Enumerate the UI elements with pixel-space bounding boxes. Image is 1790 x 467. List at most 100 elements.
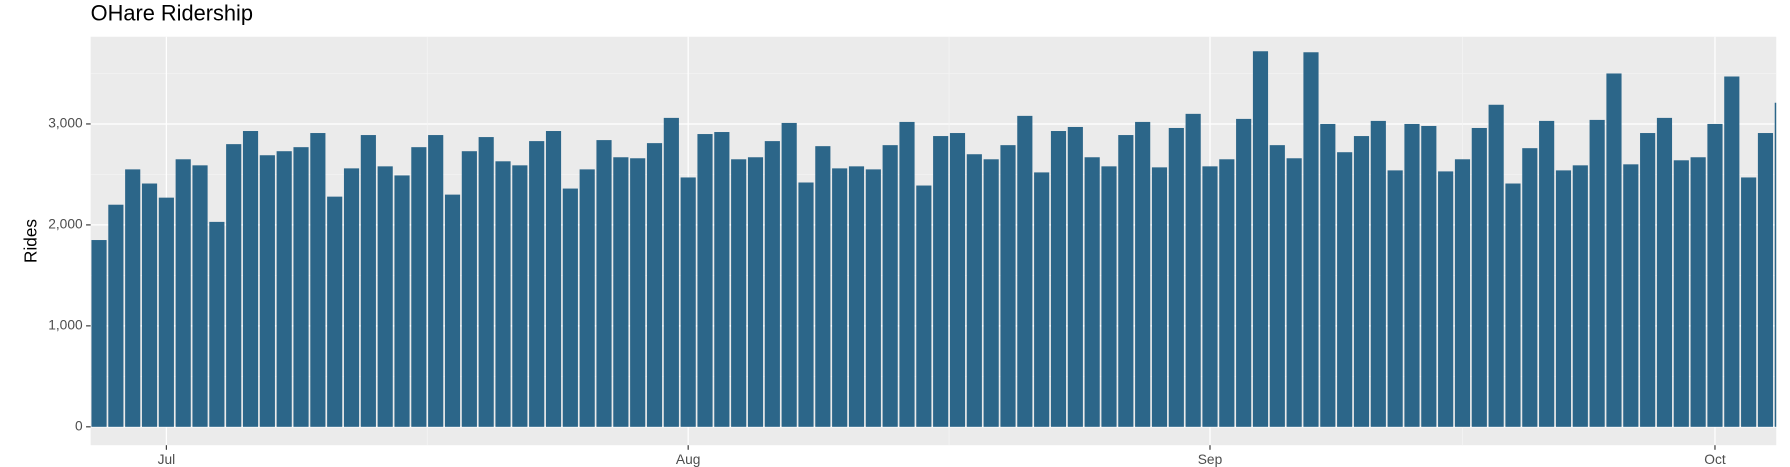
bar bbox=[1286, 158, 1302, 427]
bar bbox=[646, 143, 663, 427]
bar bbox=[613, 157, 629, 427]
bar bbox=[529, 141, 545, 427]
bar bbox=[983, 159, 999, 427]
bar bbox=[815, 146, 831, 427]
bar bbox=[697, 134, 713, 427]
bar bbox=[1252, 51, 1269, 427]
bar bbox=[1202, 166, 1218, 427]
bar bbox=[1067, 126, 1083, 427]
bar bbox=[680, 177, 696, 427]
bar bbox=[562, 188, 578, 427]
bar bbox=[360, 135, 376, 427]
bar bbox=[108, 204, 124, 427]
bar bbox=[916, 185, 932, 427]
bar bbox=[1101, 166, 1117, 427]
bar bbox=[1017, 115, 1033, 427]
bar bbox=[1050, 131, 1067, 427]
bar bbox=[899, 121, 915, 427]
bar bbox=[1673, 160, 1689, 427]
bar bbox=[865, 169, 881, 427]
bar bbox=[343, 168, 360, 427]
bar bbox=[91, 240, 107, 427]
axes: 0 1,000 2,000 3,000 Jul Aug Sep Oct bbox=[48, 116, 1726, 467]
bar bbox=[1387, 170, 1403, 427]
bar bbox=[1421, 125, 1437, 427]
bar bbox=[1000, 145, 1016, 427]
bar bbox=[1656, 117, 1673, 427]
bar bbox=[1034, 172, 1050, 427]
bar bbox=[1774, 102, 1777, 427]
bar bbox=[293, 147, 309, 427]
bar bbox=[1572, 165, 1588, 427]
bar bbox=[545, 131, 562, 427]
bar bbox=[1640, 133, 1656, 427]
bar bbox=[1135, 121, 1151, 427]
bar bbox=[1505, 183, 1521, 427]
bar bbox=[226, 144, 242, 427]
bar bbox=[1337, 152, 1353, 427]
bar bbox=[411, 147, 427, 427]
bar bbox=[1471, 127, 1487, 427]
bar bbox=[327, 196, 343, 427]
bars bbox=[91, 51, 1777, 427]
bar bbox=[933, 136, 949, 427]
bar bbox=[848, 166, 865, 427]
bar bbox=[377, 166, 393, 427]
bar bbox=[1438, 171, 1454, 427]
bar bbox=[1236, 118, 1252, 427]
bar bbox=[1690, 157, 1706, 427]
bar bbox=[832, 168, 848, 427]
bar bbox=[192, 165, 208, 427]
bar bbox=[714, 132, 730, 427]
bar bbox=[1555, 170, 1572, 427]
bar bbox=[596, 140, 612, 427]
bar bbox=[1370, 120, 1386, 427]
bar bbox=[882, 145, 898, 427]
x-tick-label: Sep bbox=[1198, 452, 1223, 467]
bar bbox=[1219, 159, 1235, 427]
y-tick-label: 3,000 bbox=[48, 116, 83, 131]
bar bbox=[1741, 177, 1757, 427]
y-axis-title: Rides bbox=[21, 219, 41, 263]
bar bbox=[444, 194, 461, 427]
bar bbox=[764, 141, 780, 427]
bar bbox=[259, 155, 275, 427]
bar bbox=[630, 158, 646, 427]
bar bbox=[1118, 135, 1134, 427]
bar bbox=[1303, 52, 1319, 427]
bar bbox=[949, 133, 966, 427]
bar bbox=[428, 135, 444, 427]
bar bbox=[1606, 73, 1622, 427]
bar bbox=[1269, 145, 1285, 427]
bar bbox=[798, 182, 814, 427]
bar bbox=[1757, 133, 1774, 427]
bar bbox=[731, 159, 747, 427]
bar bbox=[1623, 164, 1639, 427]
bar bbox=[1454, 159, 1471, 427]
bar bbox=[1707, 123, 1723, 427]
bar bbox=[1522, 148, 1538, 427]
bar bbox=[394, 175, 410, 427]
bar bbox=[1488, 104, 1504, 427]
bar bbox=[579, 169, 595, 427]
bar bbox=[141, 183, 158, 427]
bar bbox=[781, 122, 797, 427]
y-tick-label: 2,000 bbox=[48, 217, 83, 232]
bar bbox=[175, 159, 191, 427]
x-tick-label: Oct bbox=[1704, 452, 1726, 467]
bar bbox=[1353, 136, 1370, 427]
bar bbox=[1151, 167, 1168, 427]
bar bbox=[158, 197, 174, 427]
bar bbox=[495, 161, 511, 427]
bar bbox=[209, 221, 225, 427]
bar bbox=[1724, 76, 1740, 427]
bar bbox=[461, 151, 477, 427]
bar bbox=[1084, 157, 1100, 427]
bar bbox=[512, 165, 528, 427]
y-tick-label: 1,000 bbox=[48, 318, 83, 333]
bar bbox=[663, 117, 679, 427]
bar bbox=[310, 133, 326, 427]
bar bbox=[478, 137, 494, 427]
bar bbox=[242, 131, 259, 427]
